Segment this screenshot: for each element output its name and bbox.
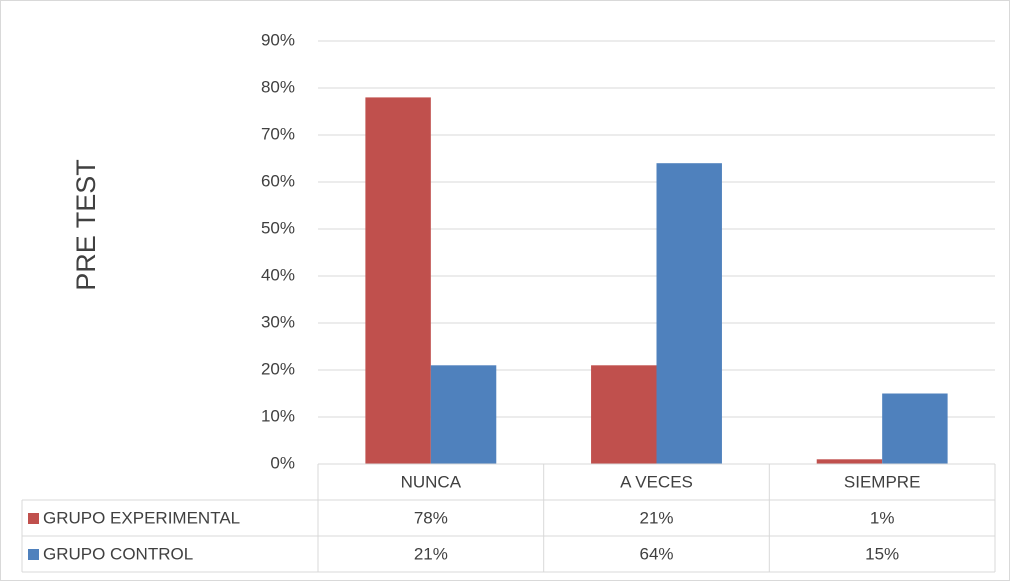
bar [430, 365, 497, 464]
y-axis-label: PRE TEST [71, 159, 101, 291]
table-cell: 64% [639, 544, 673, 563]
table-cell: 1% [870, 508, 895, 527]
legend-label: GRUPO CONTROL [43, 544, 193, 563]
y-tick-label: 50% [261, 218, 295, 237]
y-tick-label: 80% [261, 77, 295, 96]
bar [882, 393, 948, 464]
x-tick-label: NUNCA [401, 472, 462, 491]
y-tick-label: 60% [261, 171, 295, 190]
legend-key [28, 513, 39, 524]
table-cell: 21% [414, 544, 448, 563]
y-tick-label: 40% [261, 265, 295, 284]
x-tick-label: SIEMPRE [844, 472, 921, 491]
table-cell: 78% [414, 508, 448, 527]
legend-label: GRUPO EXPERIMENTAL [43, 508, 240, 527]
bar [656, 163, 722, 464]
bar [591, 365, 657, 464]
y-tick-label: 90% [261, 30, 295, 49]
bar [816, 459, 883, 464]
bar [365, 97, 431, 465]
table-cell: 15% [865, 544, 899, 563]
legend-key [28, 549, 39, 560]
y-tick-label: 30% [261, 312, 295, 331]
y-tick-label: 0% [270, 453, 295, 472]
y-tick-label: 10% [261, 406, 295, 425]
table-cell: 21% [639, 508, 673, 527]
x-tick-label: A VECES [620, 472, 693, 491]
y-tick-label: 20% [261, 359, 295, 378]
y-tick-label: 70% [261, 124, 295, 143]
